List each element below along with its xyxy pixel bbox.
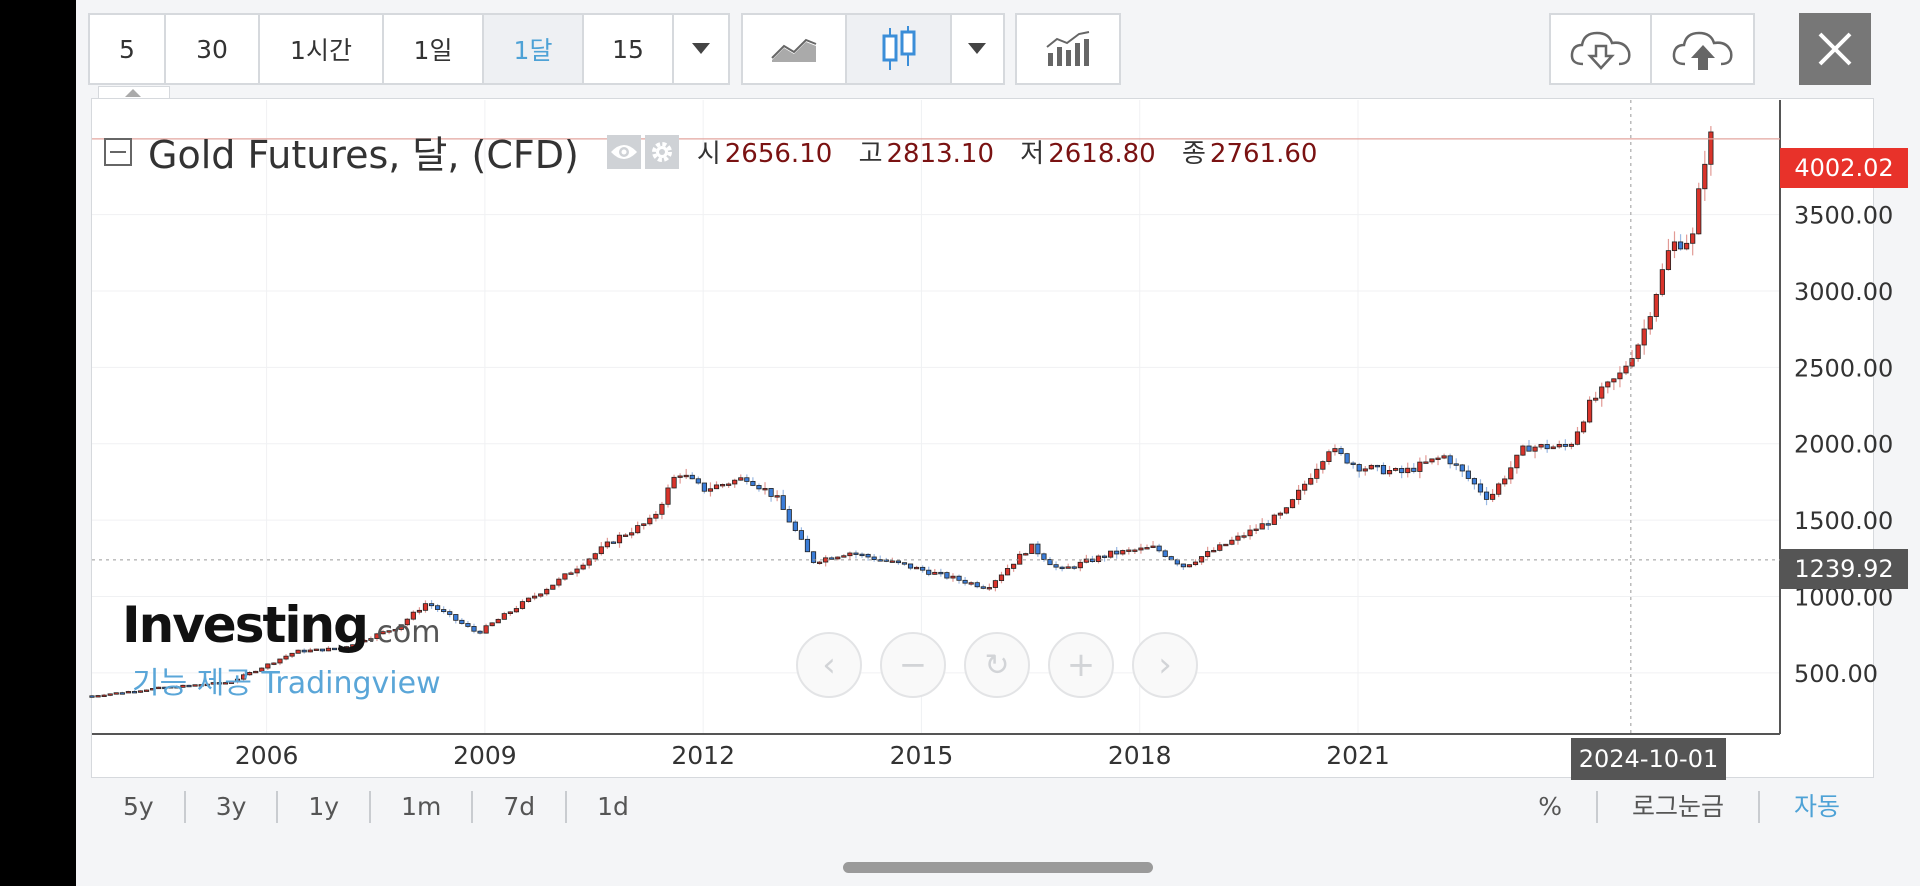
investing-logo: Investing.com [122,596,441,654]
interval-group: 5 30 1시간 1일 1달 15 [88,13,730,85]
zoom-in-button[interactable]: + [1048,632,1114,698]
close-label: 종 [1182,139,1206,169]
scroll-left-button[interactable]: ‹ [796,632,862,698]
toolbar: 5 30 1시간 1일 1달 15 [76,0,1920,98]
high-label: 고 [858,139,883,169]
log-scale-toggle[interactable]: 로그눈금 [1598,791,1760,823]
interval-1d[interactable]: 1일 [384,15,484,83]
cloud-download-icon [1570,31,1631,70]
interval-5[interactable]: 5 [90,15,166,83]
chart-type-dropdown-button[interactable] [952,15,1003,83]
range-5y[interactable]: 5y [91,791,186,823]
eye-icon [610,144,637,159]
visibility-toggle[interactable] [606,134,641,169]
line-chart-button[interactable] [743,15,848,83]
interval-15[interactable]: 15 [584,15,674,83]
last-price-tag: 4002.02 [1780,148,1908,188]
low-label: 저 [1020,139,1045,169]
settings-button[interactable] [644,134,679,169]
cursor-price-tag: 1239.92 [1780,549,1908,589]
line-chart-icon [771,38,817,62]
cloud-upload-icon [1672,31,1733,70]
brand-text: Investing [122,596,369,654]
range-1d[interactable]: 1d [597,792,629,821]
chevron-up-icon [125,89,141,97]
percent-scale-toggle[interactable]: % [1504,791,1598,823]
brand-suffix: .com [366,615,441,650]
indicators-button[interactable] [1017,15,1119,83]
candlestick-icon [882,26,916,70]
range-1m[interactable]: 1m [371,791,474,823]
reset-button[interactable]: ↻ [964,632,1030,698]
close-button[interactable] [1799,13,1871,85]
indicators-icon [1046,31,1090,66]
interval-30[interactable]: 30 [166,15,260,83]
gear-icon [651,141,672,162]
low-value: 2618.80 [1048,139,1156,169]
home-indicator[interactable] [843,862,1153,873]
chart-legend: Gold Futures, 달, (CFD) 시 2656.10 고 2813.10… [104,124,1335,179]
cloud-group [1549,13,1755,85]
chevron-down-icon [968,43,987,54]
zoom-out-button[interactable]: − [880,632,946,698]
plus-icon: + [1066,645,1096,685]
download-button[interactable] [1551,15,1653,83]
left-screen-edge [0,0,76,886]
high-value: 2813.10 [886,139,995,169]
provider-credit[interactable]: 기능 제공 Tradingview [132,666,441,701]
scroll-right-button[interactable]: › [1132,632,1198,698]
legend-collapse-button[interactable] [104,137,132,166]
chevron-left-icon: ‹ [822,645,836,685]
range-1y[interactable]: 1y [278,791,372,823]
candlestick-button[interactable] [847,15,952,83]
range-7d[interactable]: 7d [473,791,568,823]
open-value: 2656.10 [724,139,833,169]
refresh-icon: ↻ [984,647,1010,683]
interval-1h[interactable]: 1시간 [260,15,384,83]
ohlc-values: 시 2656.10 고 2813.10 저 2618.80 종 2761.60 [697,133,1336,170]
close-value: 2761.60 [1209,139,1318,169]
minus-icon: − [898,645,928,685]
bottom-bar: 5y 3y 1y 1m 7d 1d % 로그눈금 자동 [91,778,1874,836]
scale-options: % 로그눈금 자동 [1504,778,1874,836]
chevron-right-icon: › [1158,645,1172,685]
interval-dropdown-button[interactable] [674,15,728,83]
range-3y[interactable]: 3y [186,791,279,823]
crosshair-date-tag: 2024-10-01 [1571,738,1726,780]
collapse-toolbar-tab[interactable] [98,86,170,99]
interval-1mo[interactable]: 1달 [484,15,584,83]
auto-scale-toggle[interactable]: 자동 [1793,792,1840,821]
open-label: 시 [696,139,721,169]
chevron-down-icon [692,43,710,54]
symbol-title: Gold Futures, 달, (CFD) [148,133,579,177]
chart-type-group [741,13,1005,85]
close-icon [1818,32,1852,66]
indicators-group [1015,13,1121,85]
upload-button[interactable] [1652,15,1753,83]
